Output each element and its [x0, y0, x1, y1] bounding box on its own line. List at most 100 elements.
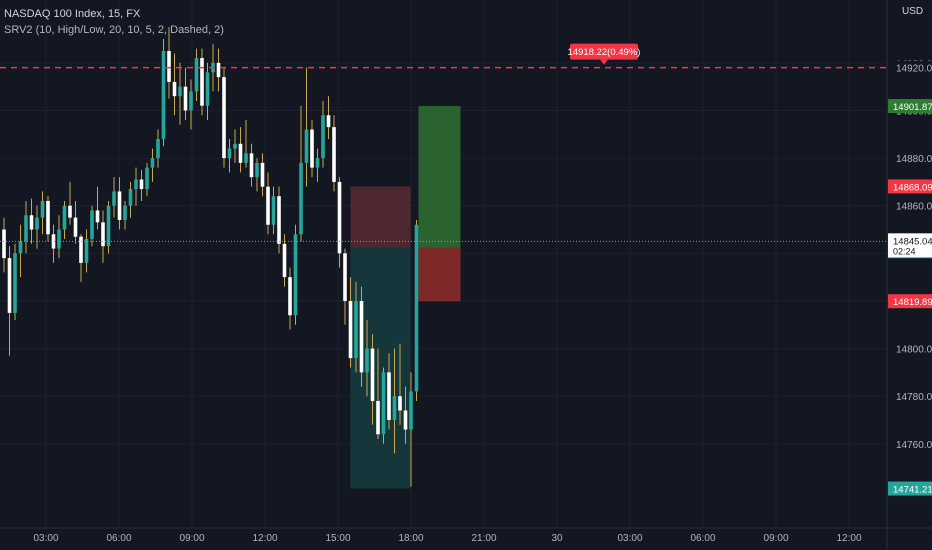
candle-body: [7, 258, 12, 313]
candle-body: [266, 186, 270, 225]
price-axis-label: 14819.89: [888, 294, 932, 309]
candle-body: [271, 196, 276, 225]
candle-body: [337, 181, 342, 254]
candle-body: [216, 62, 221, 78]
x-tick-label: 03:00: [617, 533, 642, 544]
price-axis-label-text: 14868.09: [893, 182, 932, 193]
price-axis-label: 14868.09: [888, 179, 932, 194]
candle-body: [51, 234, 56, 249]
candle-body: [161, 50, 166, 140]
candle-body: [79, 236, 83, 263]
candle-body: [156, 139, 160, 159]
candle-body: [62, 205, 67, 230]
x-tick-label: 12:00: [252, 533, 277, 544]
currency-label[interactable]: USD: [902, 6, 924, 17]
x-tick-label: 21:00: [471, 533, 496, 544]
short-target-zone: [350, 247, 411, 489]
candle-body: [238, 143, 243, 163]
indicator-title: SRV2 (10, High/Low, 20, 10, 5, 2, Dashed…: [4, 24, 224, 36]
candle-body: [227, 148, 232, 159]
candle-body: [321, 115, 325, 159]
candle-body: [205, 72, 210, 106]
resistance-label-box: [570, 43, 638, 60]
candle-body: [150, 158, 155, 168]
candle-body: [348, 300, 353, 359]
y-tick-label: 14860.00: [896, 202, 932, 213]
candle-body: [172, 81, 177, 97]
candle-body: [222, 77, 226, 159]
x-tick-label: 06:00: [690, 533, 715, 544]
candle-body: [112, 191, 116, 206]
candle-body: [260, 162, 265, 187]
candle-body: [233, 143, 237, 149]
candle-body: [46, 200, 50, 235]
price-axis-label-text: 14741.21: [893, 485, 932, 496]
candle-body: [2, 229, 6, 259]
x-tick-label: 18:00: [398, 533, 423, 544]
candle-body: [139, 179, 144, 190]
y-tick-label: 14780.00: [896, 392, 932, 403]
candle-body: [57, 229, 61, 249]
resistance-label: 14918.22(0.49%): [568, 43, 640, 65]
candle-body: [145, 167, 149, 190]
price-axis-label-box: [888, 294, 932, 309]
candle-body: [299, 162, 303, 235]
y-tick-label: 14800.00: [896, 345, 932, 356]
short-stop-zone: [350, 186, 411, 248]
x-tick-label: 30: [551, 533, 563, 544]
current-price-text: 14845.04: [893, 236, 932, 247]
candle-body: [84, 239, 89, 263]
candle-body: [200, 58, 204, 106]
x-tick-label: 09:00: [763, 533, 788, 544]
candle-body: [326, 115, 331, 128]
price-axis-label: 14741.21: [888, 481, 932, 496]
candle-body: [194, 58, 199, 92]
candle-body: [244, 153, 248, 163]
candle-body: [167, 50, 171, 82]
candle-body: [403, 410, 408, 430]
price-axis-label-box: [888, 481, 932, 496]
chart-legend: NASDAQ 100 Index, 15, FX SRV2 (10, High/…: [4, 6, 224, 38]
resistance-label-pointer: [600, 59, 608, 65]
candle-body: [343, 253, 347, 301]
candle-body: [255, 162, 259, 178]
y-tick-label: 14880.00: [896, 154, 932, 165]
price-axis-label-box: [888, 99, 932, 114]
x-tick-label: 12:00: [836, 533, 861, 544]
y-tick-label: 14760.00: [896, 440, 932, 451]
x-tick-label: 06:00: [106, 533, 131, 544]
candle-body: [29, 215, 34, 230]
candle-body: [101, 222, 105, 247]
price-axis-label-box: [888, 179, 932, 194]
candle-body: [370, 348, 375, 401]
candle-body: [95, 210, 100, 223]
countdown-text: 02:24: [893, 246, 916, 256]
candle-body: [90, 210, 94, 240]
candle-body: [310, 129, 314, 168]
candle-body: [387, 372, 391, 420]
current-price-box: [888, 233, 932, 258]
candle-body: [128, 189, 133, 206]
long-target-zone: [418, 106, 461, 248]
resistance-axis-label: 14920.00: [896, 64, 932, 75]
candle-body: [376, 400, 380, 435]
price-axis-label-text: 14819.89: [893, 297, 932, 308]
candle-body: [288, 277, 292, 316]
price-lines: 14918.22(0.49%): [0, 43, 887, 242]
candle-body: [398, 396, 402, 411]
candle-body: [249, 153, 254, 178]
symbol-title: NASDAQ 100 Index, 15, FX: [4, 8, 141, 20]
candle-body: [277, 196, 281, 244]
candle-body: [332, 127, 336, 182]
candle-body: [178, 86, 182, 97]
candle-body: [73, 217, 78, 237]
x-tick-label: 15:00: [325, 533, 350, 544]
candle-body: [304, 129, 309, 163]
candle-body: [365, 348, 369, 373]
x-tick-label: 03:00: [33, 533, 58, 544]
candle-body: [282, 243, 287, 278]
candle-body: [359, 300, 364, 373]
